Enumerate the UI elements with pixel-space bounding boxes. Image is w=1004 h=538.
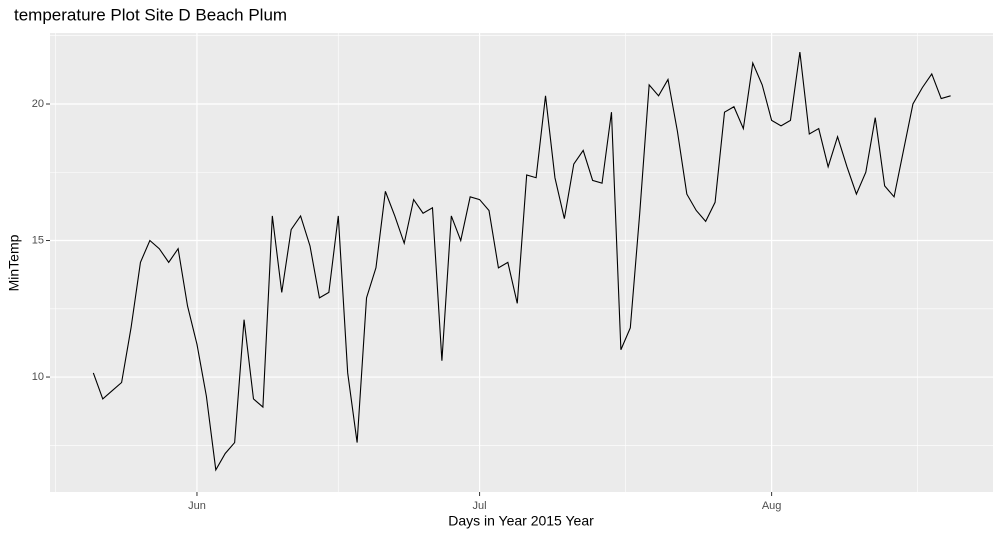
y-tick-label: 20: [32, 98, 44, 110]
y-tick-label: 15: [32, 234, 44, 246]
y-tick-label: 10: [32, 371, 44, 383]
y-axis-title: MinTemp: [6, 234, 22, 291]
x-tick-label: Jul: [473, 500, 487, 512]
x-tick-label: Jun: [188, 500, 206, 512]
x-axis-title: Days in Year 2015 Year: [448, 513, 594, 529]
x-tick-label: Aug: [762, 500, 782, 512]
data-line: [92, 52, 951, 472]
plot-panel: [50, 33, 993, 492]
chart-title: temperature Plot Site D Beach Plum: [14, 5, 287, 24]
